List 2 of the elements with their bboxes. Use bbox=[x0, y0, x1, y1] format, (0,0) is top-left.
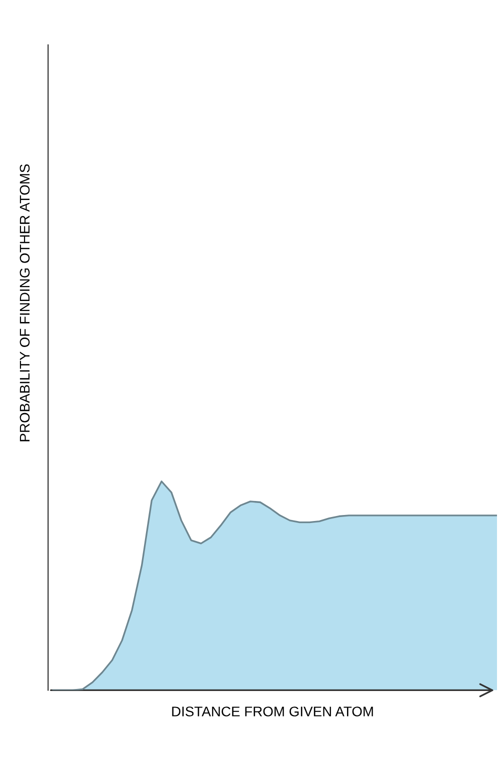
y-axis-title: PROBABILITY OF FINDING OTHER ATOMS bbox=[20, 164, 30, 442]
x-axis-title: DISTANCE FROM GIVEN ATOM bbox=[172, 706, 373, 716]
